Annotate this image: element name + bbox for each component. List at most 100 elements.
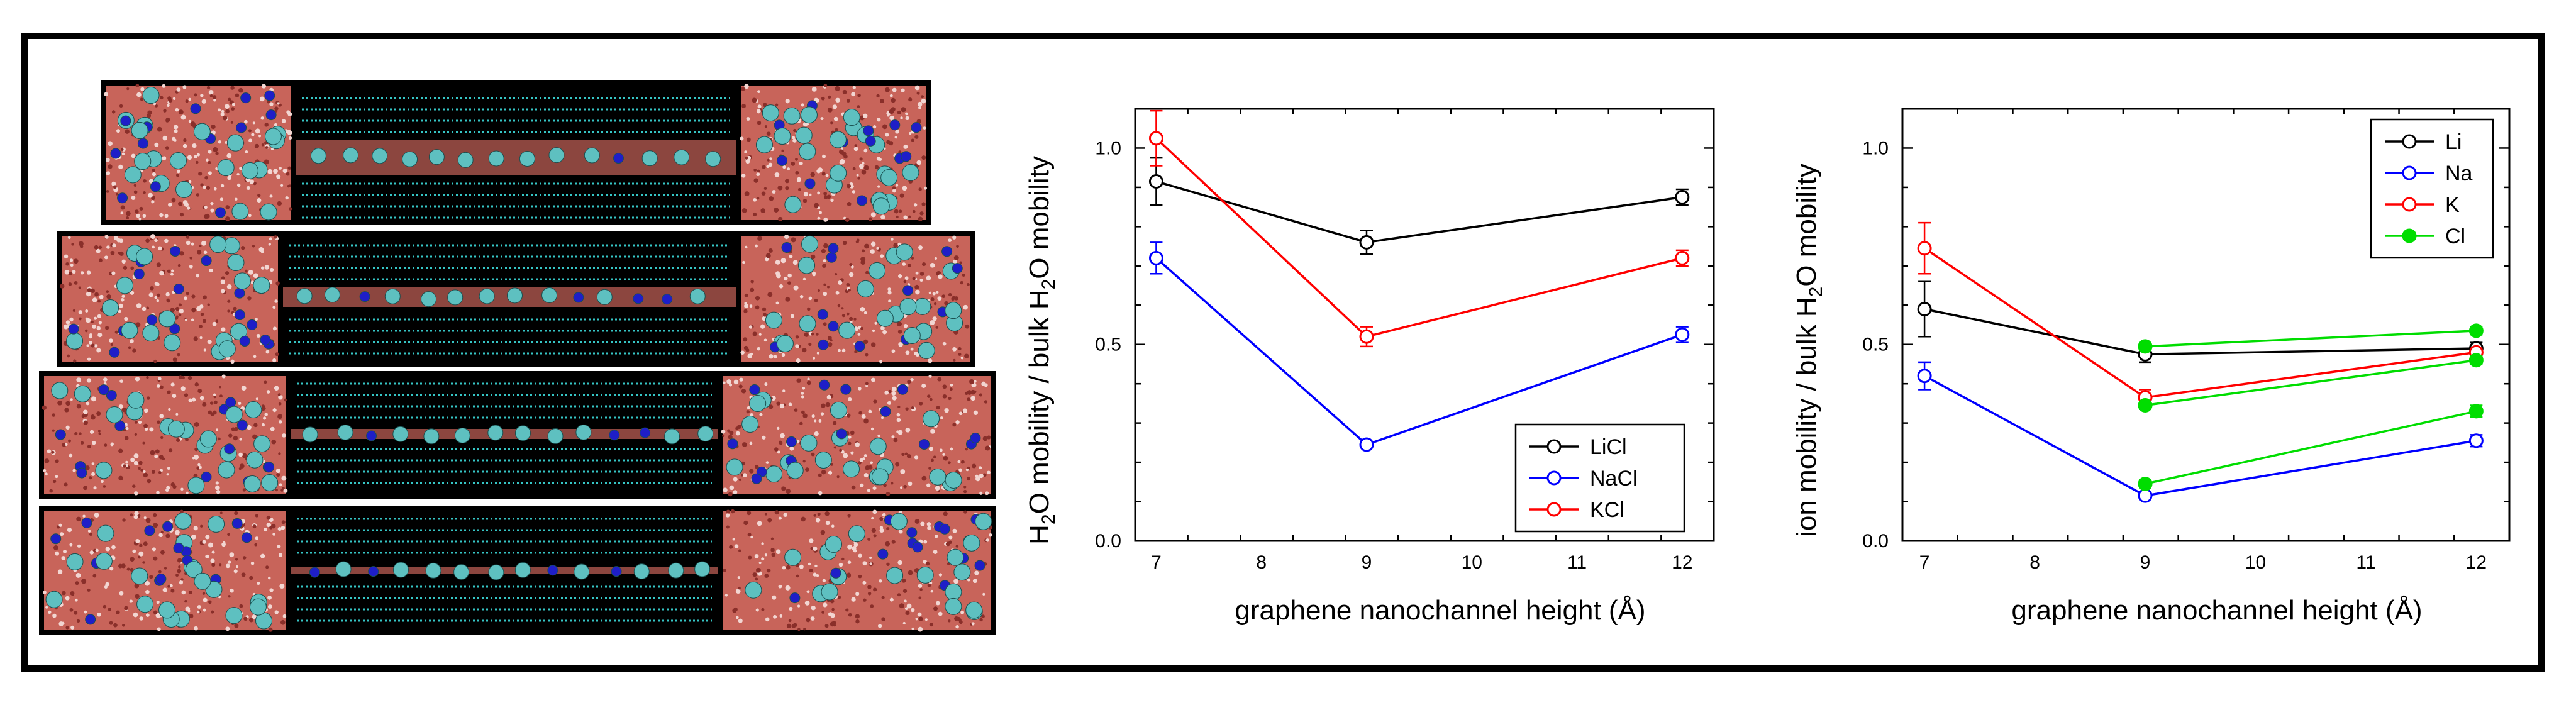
water-atom [735, 431, 740, 436]
water-atom [832, 104, 837, 109]
water-atom [219, 511, 223, 514]
anion [343, 147, 359, 164]
water-atom [749, 469, 754, 474]
water-atom [746, 117, 750, 121]
anion [225, 607, 243, 624]
cation [68, 323, 79, 335]
water-atom [135, 594, 140, 599]
water-atom [264, 265, 270, 270]
water-atom [97, 332, 103, 338]
water-atom [138, 218, 142, 221]
water-atom [149, 575, 153, 579]
anion [218, 340, 236, 358]
water-atom [863, 113, 868, 119]
water-atom [249, 575, 253, 580]
cation [224, 443, 235, 455]
water-atom [753, 212, 757, 217]
water-atom [785, 296, 791, 302]
water-atom [967, 397, 970, 401]
water-atom [779, 614, 783, 618]
water-atom [136, 303, 142, 308]
water-atom [911, 406, 914, 410]
water-atom [225, 109, 230, 114]
water-atom [918, 626, 923, 632]
water-atom [921, 262, 926, 267]
water-atom [929, 623, 933, 627]
water-atom [149, 427, 154, 432]
water-atom [891, 482, 894, 485]
water-atom [227, 533, 230, 536]
water-atom [207, 340, 212, 345]
water-atom [918, 616, 923, 621]
water-atom [197, 610, 200, 614]
water-atom [779, 404, 785, 409]
water-atom [889, 94, 893, 97]
water-atom [797, 628, 801, 631]
anion [95, 552, 113, 570]
water-atom [120, 297, 125, 302]
water-atom [194, 422, 199, 427]
water-atom [767, 292, 773, 297]
water-atom [928, 358, 933, 364]
cation [260, 335, 271, 346]
water-atom [110, 443, 114, 447]
water-atom [196, 274, 200, 278]
water-atom [162, 587, 167, 592]
water-atom [62, 443, 66, 447]
water-atom [825, 174, 829, 177]
ions [45, 512, 992, 630]
water-atom [130, 457, 135, 462]
water-atom [157, 420, 160, 425]
water-atom [282, 614, 287, 618]
water-atom [164, 238, 169, 243]
water-atom [823, 291, 828, 296]
series-li [1917, 280, 2484, 364]
water-atom [51, 450, 55, 454]
water-atom [130, 557, 135, 562]
snapshot-channel-12A [101, 80, 931, 225]
water-atom [99, 294, 104, 299]
water-atom [919, 278, 923, 282]
water-atom [788, 619, 792, 623]
water-atom [910, 378, 914, 382]
water-atom [863, 311, 867, 314]
water-atom [933, 606, 938, 611]
water-atom [783, 513, 788, 517]
water-atom [170, 272, 174, 276]
water-atom [887, 287, 891, 291]
water-atom [745, 159, 750, 164]
water-atom [213, 147, 218, 152]
water-atom [749, 441, 753, 445]
water-atom [755, 577, 758, 581]
water-atom [188, 180, 192, 184]
water-atom [89, 430, 94, 434]
cation [952, 263, 963, 274]
water-atom [159, 385, 164, 389]
water-atom [146, 375, 149, 379]
anion [843, 109, 860, 126]
cation [777, 155, 788, 166]
water-atom [275, 489, 278, 492]
water-atom [264, 413, 268, 416]
water-atom [787, 167, 791, 170]
water-atom [211, 610, 214, 614]
water-atom [916, 160, 921, 165]
anion [260, 203, 277, 221]
water-atom [71, 243, 74, 246]
water-atom [831, 608, 835, 611]
water-atom [767, 518, 772, 523]
cation [818, 339, 829, 350]
water-atom [274, 299, 278, 303]
water-atom [735, 426, 739, 430]
water-atom [96, 326, 101, 331]
water-atom [266, 522, 271, 528]
anion [914, 297, 931, 315]
water-atom [189, 613, 194, 619]
water-atom [897, 430, 903, 435]
water-atom [188, 398, 192, 402]
water-atom [867, 592, 872, 596]
water-atom [891, 386, 897, 392]
water-atom [802, 387, 806, 390]
water-atom [762, 165, 766, 169]
water-atom [955, 420, 960, 425]
